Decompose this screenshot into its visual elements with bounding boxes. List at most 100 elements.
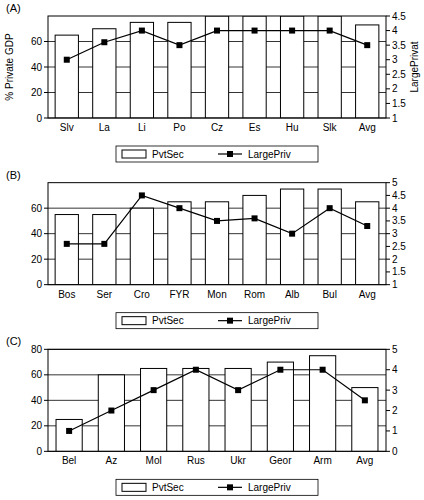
marker (176, 205, 182, 211)
tick-label: 2 (392, 83, 398, 94)
category-label: Mon (207, 289, 226, 300)
tick (386, 208, 390, 209)
axis-label: % Private GDP (4, 33, 15, 101)
bar (280, 16, 303, 118)
marker (214, 218, 220, 224)
tick (386, 220, 390, 221)
marker (101, 39, 107, 45)
bar (183, 368, 209, 451)
marker (64, 57, 70, 63)
tick (386, 195, 390, 196)
tick-label: 80 (31, 344, 43, 355)
marker (66, 428, 72, 434)
tick (386, 182, 390, 183)
legend-swatch (122, 483, 146, 491)
category-label: Ser (97, 289, 113, 300)
marker (289, 28, 295, 34)
tick (386, 451, 390, 452)
bar (243, 195, 266, 284)
plot-frame (48, 349, 386, 451)
tick (44, 118, 48, 119)
legend-swatch (122, 317, 146, 325)
tick (386, 118, 390, 119)
bar (93, 29, 116, 118)
legend-box (116, 313, 318, 329)
marker (327, 28, 333, 34)
category-label: Cz (211, 122, 223, 133)
panel-title: (B) (6, 169, 21, 181)
line (67, 195, 367, 243)
marker (320, 367, 326, 373)
tick-label: 4 (392, 203, 398, 214)
bar (141, 368, 167, 451)
tick (386, 390, 390, 391)
legend-label: PvtSec (152, 149, 184, 160)
plot-area (55, 16, 379, 118)
marker (364, 42, 370, 48)
tick-label: 0 (36, 279, 42, 290)
panel-title: (C) (6, 335, 21, 347)
plot-frame (48, 183, 386, 285)
marker (176, 42, 182, 48)
bar (318, 189, 341, 285)
figure: (A)020406011.522.533.544.5SlvLaLiPoCzEsH… (0, 0, 424, 500)
marker (214, 28, 220, 34)
line (69, 370, 365, 431)
tick (386, 16, 390, 17)
marker (252, 215, 258, 221)
bar (168, 22, 191, 118)
category-label: Po (173, 122, 186, 133)
bar (130, 22, 153, 118)
legend-marker (227, 151, 233, 157)
tick-label: 4 (392, 25, 398, 36)
bar (243, 16, 266, 118)
tick (44, 451, 48, 452)
tick (386, 349, 390, 350)
legend-label: PvtSec (152, 315, 184, 326)
tick (386, 88, 390, 89)
category-label: La (99, 122, 111, 133)
tick-label: 5 (392, 177, 398, 188)
legend-marker (227, 318, 233, 324)
plot-area (55, 189, 379, 285)
bar (130, 208, 153, 285)
bar (352, 388, 378, 452)
plot-area (56, 356, 378, 452)
marker (193, 367, 199, 373)
tick (44, 374, 48, 375)
bar (267, 362, 293, 451)
tick-label: 1.5 (392, 266, 406, 277)
tick (386, 246, 390, 247)
bar (168, 202, 191, 285)
tick-label: 60 (31, 369, 43, 380)
category-label: Alb (285, 289, 300, 300)
axis-label: LargePrivat (409, 41, 420, 92)
category-label: Avg (356, 455, 373, 466)
tick (386, 430, 390, 431)
tick-label: 1.5 (392, 98, 406, 109)
tick (386, 30, 390, 31)
legend-label: LargePriv (248, 149, 291, 160)
bar (318, 16, 341, 118)
tick (44, 349, 48, 350)
category-label: Rus (187, 455, 205, 466)
marker (101, 241, 107, 247)
bar (55, 215, 78, 285)
category-label: Bul (322, 289, 336, 300)
category-label: Rom (244, 289, 265, 300)
category-label: Avg (359, 122, 376, 133)
tick-label: 60 (31, 36, 43, 47)
tick-label: 40 (31, 395, 43, 406)
tick-label: 2 (392, 254, 398, 265)
marker (289, 231, 295, 237)
category-label: Hu (286, 122, 299, 133)
tick-label: 60 (31, 203, 43, 214)
legend-box (116, 146, 318, 162)
category-label: Arm (313, 455, 331, 466)
marker (151, 387, 157, 393)
tick-label: 40 (31, 228, 43, 239)
tick-label: 0 (392, 446, 398, 457)
category-label: Az (106, 455, 118, 466)
tick-label: 4 (392, 364, 398, 375)
tick (44, 67, 48, 68)
